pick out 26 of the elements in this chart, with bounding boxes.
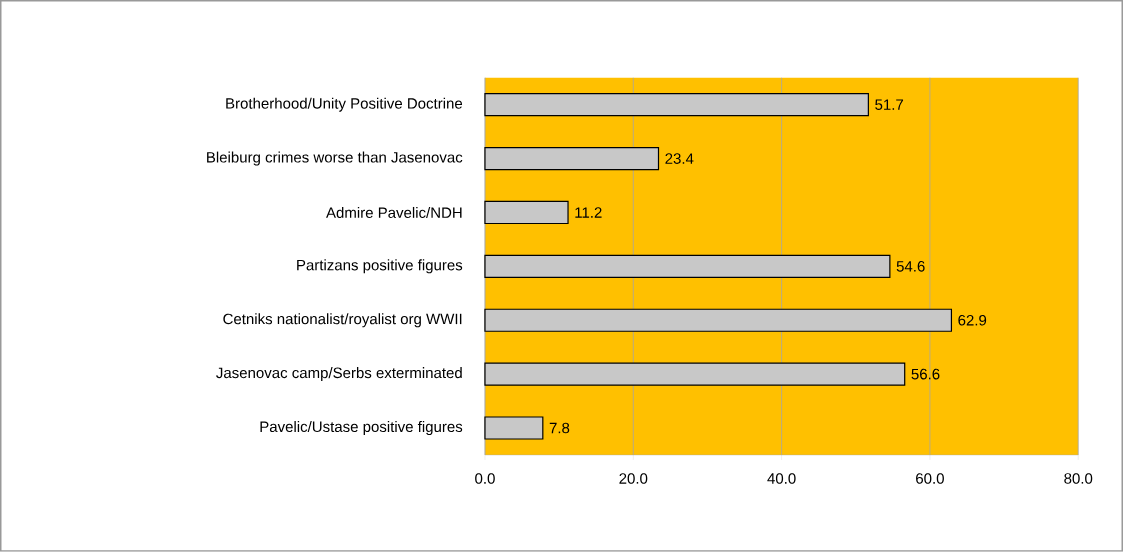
x-tick-label: 40.0: [767, 473, 796, 484]
y-tick-label: Partizans positive figures: [297, 259, 463, 274]
y-tick-label: Bleiburg crimes worse than Jasenovac: [207, 151, 463, 166]
data-label: 54.6: [896, 261, 925, 272]
bar: [484, 93, 869, 117]
y-tick-label: Pavelic/Ustase positive figures: [260, 421, 463, 436]
data-label: 62.9: [958, 315, 987, 326]
y-tick-label: Cetniks nationalist/royalist org WWII: [223, 313, 462, 328]
y-tick-label: Admire Pavelic/NDH: [326, 207, 462, 219]
y-tick-label: Jasenovac camp/Serbs exterminated: [216, 367, 462, 382]
x-tick-label: 80.0: [1064, 473, 1093, 484]
bar: [484, 254, 891, 279]
x-tick-label: 0.0: [475, 473, 495, 484]
x-tick-label: 20.0: [619, 473, 648, 484]
bar: [484, 147, 660, 171]
data-label: 7.8: [549, 422, 570, 434]
x-tick-label: 60.0: [916, 473, 944, 484]
y-tick-label: Brotherhood/Unity Positive Doctrine: [226, 97, 463, 112]
bar: [484, 416, 544, 440]
data-label: 56.6: [911, 368, 940, 380]
data-label: 11.2: [575, 207, 602, 218]
data-label: 23.4: [665, 153, 694, 165]
bar: [484, 362, 906, 386]
bar: [484, 308, 953, 332]
bar: [484, 200, 569, 225]
data-label: 51.7: [875, 99, 904, 111]
